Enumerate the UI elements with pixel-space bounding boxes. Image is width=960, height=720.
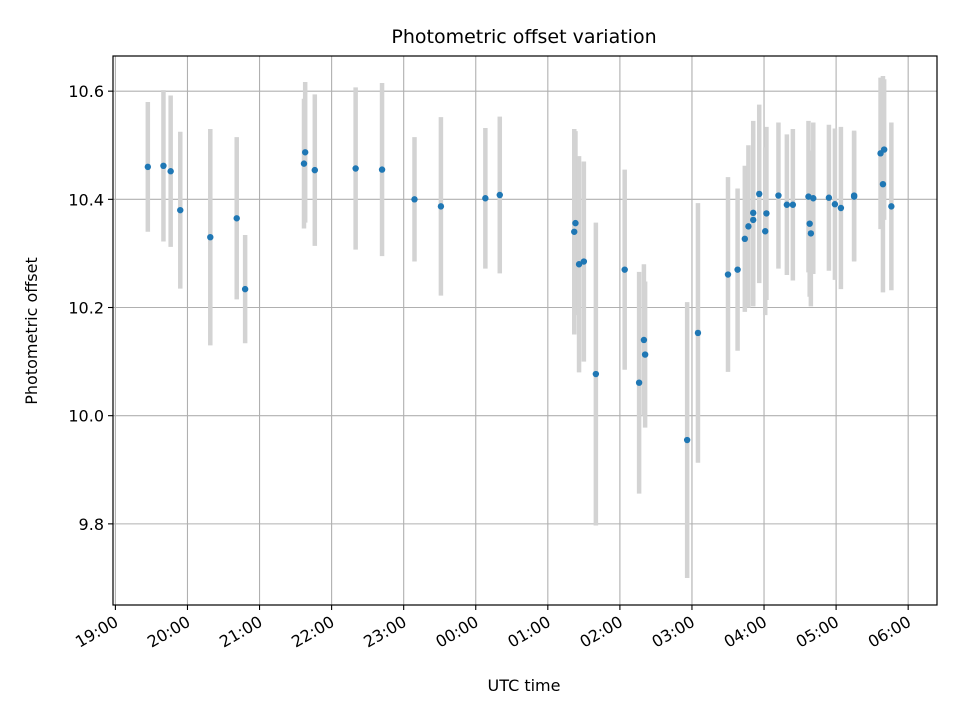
data-point bbox=[621, 266, 628, 273]
data-point bbox=[301, 149, 309, 156]
data-point bbox=[233, 215, 240, 222]
data-point bbox=[437, 203, 445, 210]
data-point bbox=[641, 351, 649, 358]
data-point bbox=[378, 166, 386, 173]
data-point bbox=[575, 261, 583, 268]
data-point bbox=[311, 166, 318, 174]
data-point bbox=[207, 233, 214, 241]
data-point bbox=[831, 201, 839, 208]
data-point bbox=[880, 146, 888, 153]
data-point bbox=[241, 285, 249, 293]
data-point bbox=[411, 196, 418, 203]
y-tick-label: 10.2 bbox=[68, 299, 104, 318]
data-point bbox=[177, 206, 184, 214]
data-point bbox=[850, 192, 858, 199]
data-point bbox=[144, 163, 152, 171]
data-point bbox=[571, 228, 578, 235]
data-points bbox=[144, 146, 895, 444]
data-point bbox=[762, 228, 769, 235]
data-point bbox=[783, 201, 791, 208]
data-point bbox=[745, 223, 752, 230]
data-point bbox=[888, 203, 895, 210]
data-point bbox=[825, 194, 833, 201]
data-point bbox=[837, 204, 845, 212]
x-axis-title: UTC time bbox=[488, 676, 561, 695]
data-point bbox=[640, 336, 648, 344]
data-point bbox=[750, 216, 757, 224]
data-point bbox=[683, 436, 691, 444]
data-point bbox=[580, 258, 588, 265]
data-point bbox=[756, 190, 763, 198]
data-point bbox=[635, 379, 643, 386]
data-point bbox=[694, 329, 702, 337]
y-axis-title: Photometric offset bbox=[22, 257, 41, 405]
data-point bbox=[592, 370, 600, 378]
data-point bbox=[789, 201, 797, 208]
data-point bbox=[807, 230, 815, 237]
data-point bbox=[775, 192, 782, 199]
y-tick-label: 10.0 bbox=[68, 407, 104, 426]
data-point bbox=[496, 191, 503, 199]
y-tick-label: 9.8 bbox=[79, 515, 104, 534]
data-point bbox=[300, 160, 308, 167]
data-point bbox=[879, 180, 887, 188]
data-point bbox=[750, 209, 757, 217]
data-point bbox=[763, 210, 770, 217]
plot-frame bbox=[112, 55, 938, 606]
data-point bbox=[741, 235, 749, 243]
data-point bbox=[810, 195, 817, 202]
data-point bbox=[724, 271, 732, 278]
data-point bbox=[352, 165, 359, 172]
data-point bbox=[160, 162, 167, 169]
data-point bbox=[572, 219, 579, 227]
data-point bbox=[482, 195, 489, 202]
chart-title: Photometric offset variation bbox=[391, 26, 656, 48]
data-point bbox=[805, 193, 812, 200]
y-tick-label: 10.6 bbox=[68, 82, 104, 101]
y-tick-label: 10.4 bbox=[68, 190, 104, 209]
data-point bbox=[734, 266, 741, 273]
data-point bbox=[806, 220, 813, 227]
data-point bbox=[167, 168, 174, 175]
